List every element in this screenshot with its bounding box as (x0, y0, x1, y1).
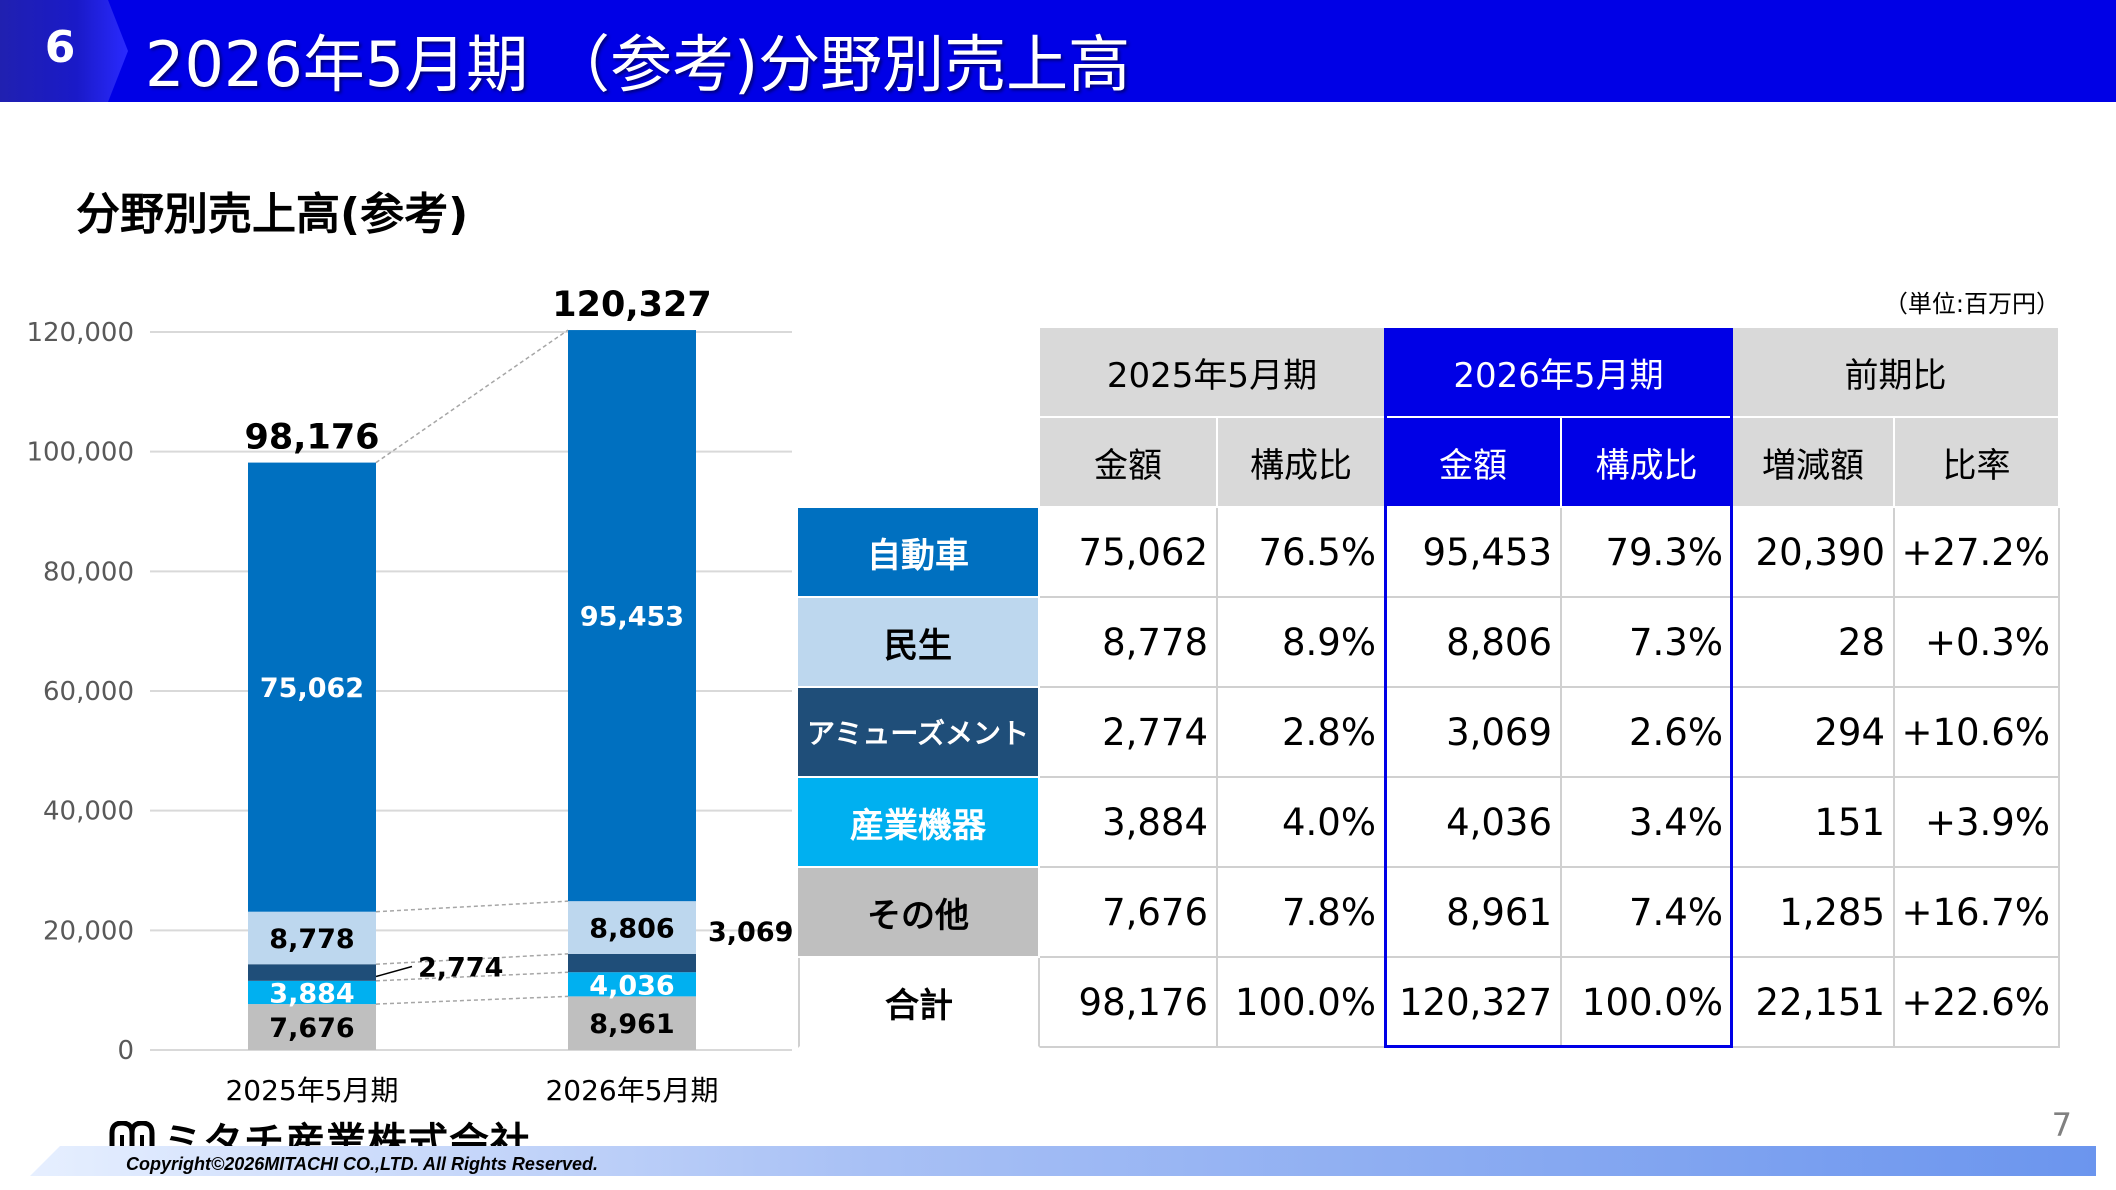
table-cell: 4.0% (1218, 778, 1386, 868)
bar-segment (248, 462, 376, 912)
row-category: 自動車 (798, 508, 1040, 598)
column-group-header: 2026年5月期 (1386, 328, 1733, 418)
table-cell: 8,806 (1386, 598, 1562, 688)
unit-note: （単位:百万円） (1883, 290, 2060, 318)
bar-segment (568, 953, 696, 973)
section-number-badge: 6 (0, 0, 128, 102)
y-tick-label: 0 (117, 1036, 134, 1066)
table-cell: 98,176 (1040, 958, 1218, 1048)
column-header: 構成比 (1562, 418, 1733, 508)
connector-line (375, 900, 569, 913)
x-tick-label: 2026年5月期 (545, 1074, 718, 1107)
header-bar: 6 2026年5月期 （参考)分野別売上高 (0, 0, 2116, 102)
table-cell: 7,676 (1040, 868, 1218, 958)
total-label: 120,327 (552, 285, 711, 325)
table-cell: +10.6% (1895, 688, 2060, 778)
data-label: 8,806 (589, 914, 674, 945)
column-header: 金額 (1040, 418, 1218, 508)
table-cell: +3.9% (1895, 778, 2060, 868)
y-tick-label: 20,000 (43, 916, 134, 946)
section-number: 6 (44, 22, 76, 73)
table-cell: 7.4% (1562, 868, 1733, 958)
table-cell: 3,884 (1040, 778, 1218, 868)
table-cell: 20,390 (1733, 508, 1895, 598)
row-category: アミューズメント (798, 688, 1040, 778)
x-tick-label: 2025年5月期 (225, 1074, 398, 1107)
data-label: 2,774 (418, 953, 503, 984)
table-cell: 28 (1733, 598, 1895, 688)
connector-line (375, 329, 569, 464)
table-cell: 120,327 (1386, 958, 1562, 1048)
data-label: 95,453 (580, 602, 684, 633)
row-category: 産業機器 (798, 778, 1040, 868)
total-label: 98,176 (244, 418, 379, 458)
bar-segment (248, 980, 376, 1005)
table-cell: 76.5% (1218, 508, 1386, 598)
y-tick-label: 80,000 (43, 557, 134, 587)
bar-segment (568, 972, 696, 997)
table-cell: 1,285 (1733, 868, 1895, 958)
data-label: 4,036 (589, 970, 674, 1001)
bar-segment (568, 330, 696, 902)
table-cell: 100.0% (1562, 958, 1733, 1048)
table-cell: 8.9% (1218, 598, 1386, 688)
column-header: 金額 (1386, 418, 1562, 508)
y-tick-label: 120,000 (26, 318, 134, 348)
column-group-header: 2025年5月期 (1040, 328, 1386, 418)
table-cell: 100.0% (1218, 958, 1386, 1048)
table-cell: 7.3% (1562, 598, 1733, 688)
table-cell: 2.8% (1218, 688, 1386, 778)
column-header: 構成比 (1218, 418, 1386, 508)
stacked-bar-chart: 0 20,000 40,000 60,000 80,000 100,000 120,000 2… (26, 285, 793, 1107)
table-cell: 22,151 (1733, 958, 1895, 1048)
table-cell: 3,069 (1386, 688, 1562, 778)
table-cell: 7.8% (1218, 868, 1386, 958)
table-cell: +22.6% (1895, 958, 2060, 1048)
table-cell: 4,036 (1386, 778, 1562, 868)
column-group-header: 前期比 (1733, 328, 2060, 418)
data-label: 3,884 (269, 978, 354, 1009)
data-label: 3,069 (708, 917, 793, 948)
table-cell: 8,961 (1386, 868, 1562, 958)
column-header: 比率 (1895, 418, 2060, 508)
table-cell: 95,453 (1386, 508, 1562, 598)
table-cell: 3.4% (1562, 778, 1733, 868)
y-tick-label: 40,000 (43, 797, 134, 827)
table-cell: 294 (1733, 688, 1895, 778)
table-cell: 151 (1733, 778, 1895, 868)
row-category: その他 (798, 868, 1040, 958)
table-cell: 79.3% (1562, 508, 1733, 598)
bar-segment (568, 901, 696, 954)
connector-line (375, 995, 569, 1005)
table-cell: +27.2% (1895, 508, 2060, 598)
copyright: Copyright©2026MITACHI CO.,LTD. All Right… (126, 1154, 598, 1174)
bar-segment (248, 964, 376, 981)
table-cell: +16.7% (1895, 868, 2060, 958)
data-label: 75,062 (260, 673, 364, 704)
data-label: 8,778 (269, 924, 354, 955)
bar-segment (568, 996, 696, 1050)
page-title: 2026年5月期 （参考)分野別売上高 (145, 28, 1131, 101)
row-category: 民生 (798, 598, 1040, 688)
data-label: 8,961 (589, 1009, 674, 1040)
y-tick-label: 100,000 (26, 438, 134, 468)
page-number: 7 (2051, 1106, 2072, 1144)
column-header: 増減額 (1733, 418, 1895, 508)
section-subtitle: 分野別売上高(参考) (76, 189, 469, 240)
bar-segment (248, 1004, 376, 1050)
table-cell: 2,774 (1040, 688, 1218, 778)
row-category: 合計 (798, 958, 1040, 1048)
bar-segment (248, 911, 376, 965)
table-cell: 75,062 (1040, 508, 1218, 598)
table-cell: 2.6% (1562, 688, 1733, 778)
y-tick-label: 60,000 (43, 677, 134, 707)
table-cell: +0.3% (1895, 598, 2060, 688)
footer-bar (30, 1146, 2096, 1176)
data-label: 7,676 (269, 1013, 354, 1044)
leader-line (375, 965, 413, 978)
table-cell: 8,778 (1040, 598, 1218, 688)
